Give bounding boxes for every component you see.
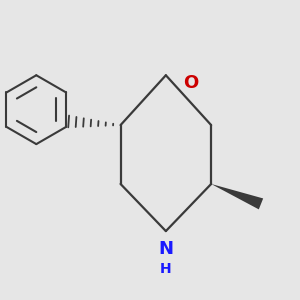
Polygon shape: [211, 184, 263, 209]
Text: N: N: [158, 240, 173, 258]
Text: O: O: [183, 74, 198, 92]
Text: H: H: [160, 262, 172, 276]
